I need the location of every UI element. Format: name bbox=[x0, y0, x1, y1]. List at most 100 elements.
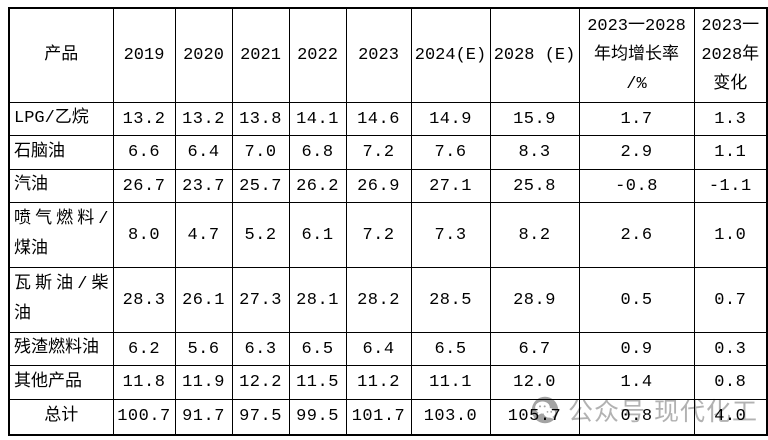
column-header-line: 变化 bbox=[713, 75, 748, 94]
value-cell: 7.6 bbox=[410, 135, 491, 170]
value-cell: 13.2 bbox=[112, 102, 176, 136]
value-cell: 100.7 bbox=[112, 399, 176, 435]
value-cell: 27.3 bbox=[231, 267, 290, 333]
product-label-line: 瓦斯油/柴 bbox=[14, 275, 109, 294]
column-header: 2023一2028 年均增长率 /% bbox=[578, 7, 695, 103]
value-cell: 8.0 bbox=[112, 202, 176, 268]
table-header: 产品 2019 2020 2021 2022 2023 2024(E) 2028 (E) 202… bbox=[8, 7, 768, 103]
value-cell: 23.7 bbox=[174, 169, 233, 203]
value-cell: 0.5 bbox=[578, 267, 695, 333]
value-cell: 25.8 bbox=[489, 169, 580, 203]
value-cell: 14.9 bbox=[410, 102, 491, 136]
table-row: 瓦斯油/柴油 28.3 26.1 27.3 28.1 28.2 28.5 28.9 0.5 0.7 bbox=[8, 267, 768, 333]
product-label: 喷气燃料/煤油 bbox=[8, 202, 114, 268]
value-cell: 7.0 bbox=[231, 135, 290, 170]
value-cell: 2.9 bbox=[578, 135, 695, 170]
value-cell: 0.9 bbox=[578, 332, 695, 366]
value-cell: 103.0 bbox=[410, 399, 491, 435]
value-cell: 26.9 bbox=[345, 169, 412, 203]
value-cell: 28.2 bbox=[345, 267, 412, 333]
value-cell: 6.1 bbox=[288, 202, 347, 268]
product-label-line: 油 bbox=[14, 305, 31, 324]
value-cell: -0.8 bbox=[578, 169, 695, 203]
column-header-line: 2023一 bbox=[701, 17, 760, 36]
table-row: 石脑油 6.6 6.4 7.0 6.8 7.2 7.6 8.3 2.9 1.1 bbox=[8, 135, 768, 170]
value-cell: 14.6 bbox=[345, 102, 412, 136]
product-label: LPG/乙烷 bbox=[8, 102, 114, 136]
table-row: 总计 100.7 91.7 97.5 99.5 101.7 103.0 105.7 0.8 4.0 bbox=[8, 399, 768, 435]
column-header: 2028 (E) bbox=[489, 7, 580, 103]
value-cell: 1.1 bbox=[693, 135, 768, 170]
value-cell: 25.7 bbox=[231, 169, 290, 203]
value-cell: 14.1 bbox=[288, 102, 347, 136]
value-cell: 12.0 bbox=[489, 365, 580, 400]
value-cell: 6.5 bbox=[410, 332, 491, 366]
value-cell: 97.5 bbox=[231, 399, 290, 435]
table-row: 其他产品 11.8 11.9 12.2 11.5 11.2 11.1 12.0 1.4 0.8 bbox=[8, 365, 768, 400]
value-cell: 6.4 bbox=[174, 135, 233, 170]
column-header: 2020 bbox=[174, 7, 233, 103]
product-label-line: 煤油 bbox=[14, 240, 48, 259]
value-cell: 11.9 bbox=[174, 365, 233, 400]
value-cell: 28.5 bbox=[410, 267, 491, 333]
value-cell: 105.7 bbox=[489, 399, 580, 435]
value-cell: 6.8 bbox=[288, 135, 347, 170]
value-cell: 2.6 bbox=[578, 202, 695, 268]
value-cell: 11.5 bbox=[288, 365, 347, 400]
product-label: 瓦斯油/柴油 bbox=[8, 267, 114, 333]
value-cell: 6.3 bbox=[231, 332, 290, 366]
column-header-line: 2023一2028 bbox=[587, 17, 686, 36]
value-cell: 4.0 bbox=[693, 399, 768, 435]
table-body: LPG/乙烷 13.2 13.2 13.8 14.1 14.6 14.9 15.9 1.7 1.3… bbox=[8, 102, 768, 435]
value-cell: 5.6 bbox=[174, 332, 233, 366]
value-cell: 26.7 bbox=[112, 169, 176, 203]
value-cell: 6.7 bbox=[489, 332, 580, 366]
value-cell: 5.2 bbox=[231, 202, 290, 268]
value-cell: 15.9 bbox=[489, 102, 580, 136]
value-cell: 1.4 bbox=[578, 365, 695, 400]
value-cell: 11.1 bbox=[410, 365, 491, 400]
table-row: 残渣燃料油 6.2 5.6 6.3 6.5 6.4 6.5 6.7 0.9 0.3 bbox=[8, 332, 768, 366]
column-header: 产品 bbox=[8, 7, 114, 103]
value-cell: 27.1 bbox=[410, 169, 491, 203]
column-header: 2023 bbox=[345, 7, 412, 103]
value-cell: 8.3 bbox=[489, 135, 580, 170]
column-header: 2023一 2028年变化 bbox=[693, 7, 768, 103]
value-cell: 13.8 bbox=[231, 102, 290, 136]
value-cell: 1.0 bbox=[693, 202, 768, 268]
column-header-line: 2028年 bbox=[701, 46, 760, 65]
value-cell: 26.2 bbox=[288, 169, 347, 203]
value-cell: 6.2 bbox=[112, 332, 176, 366]
value-cell: 4.7 bbox=[174, 202, 233, 268]
column-header-line: 年均增长率 bbox=[594, 46, 679, 65]
value-cell: -1.1 bbox=[693, 169, 768, 203]
column-header: 2021 bbox=[231, 7, 290, 103]
product-label: 石脑油 bbox=[8, 135, 114, 170]
table-row: 喷气燃料/煤油 8.0 4.7 5.2 6.1 7.2 7.3 8.2 2.6 1.0 bbox=[8, 202, 768, 268]
column-header: 2024(E) bbox=[410, 7, 491, 103]
column-header: 2022 bbox=[288, 7, 347, 103]
value-cell: 6.5 bbox=[288, 332, 347, 366]
value-cell: 28.3 bbox=[112, 267, 176, 333]
product-label: 其他产品 bbox=[8, 365, 114, 400]
value-cell: 7.2 bbox=[345, 202, 412, 268]
value-cell: 11.2 bbox=[345, 365, 412, 400]
value-cell: 1.3 bbox=[693, 102, 768, 136]
value-cell: 12.2 bbox=[231, 365, 290, 400]
value-cell: 7.2 bbox=[345, 135, 412, 170]
value-cell: 1.7 bbox=[578, 102, 695, 136]
value-cell: 91.7 bbox=[174, 399, 233, 435]
value-cell: 7.3 bbox=[410, 202, 491, 268]
column-header: 2019 bbox=[112, 7, 176, 103]
value-cell: 6.6 bbox=[112, 135, 176, 170]
table-row: 汽油 26.7 23.7 25.7 26.2 26.9 27.1 25.8 -0.8 -1.1 bbox=[8, 169, 768, 203]
product-label: 总计 bbox=[8, 399, 114, 435]
value-cell: 13.2 bbox=[174, 102, 233, 136]
products-table: 产品 2019 2020 2021 2022 2023 2024(E) 2028 (E) 202… bbox=[8, 7, 768, 436]
value-cell: 8.2 bbox=[489, 202, 580, 268]
product-label: 残渣燃料油 bbox=[8, 332, 114, 366]
value-cell: 99.5 bbox=[288, 399, 347, 435]
value-cell: 0.8 bbox=[578, 399, 695, 435]
value-cell: 0.3 bbox=[693, 332, 768, 366]
